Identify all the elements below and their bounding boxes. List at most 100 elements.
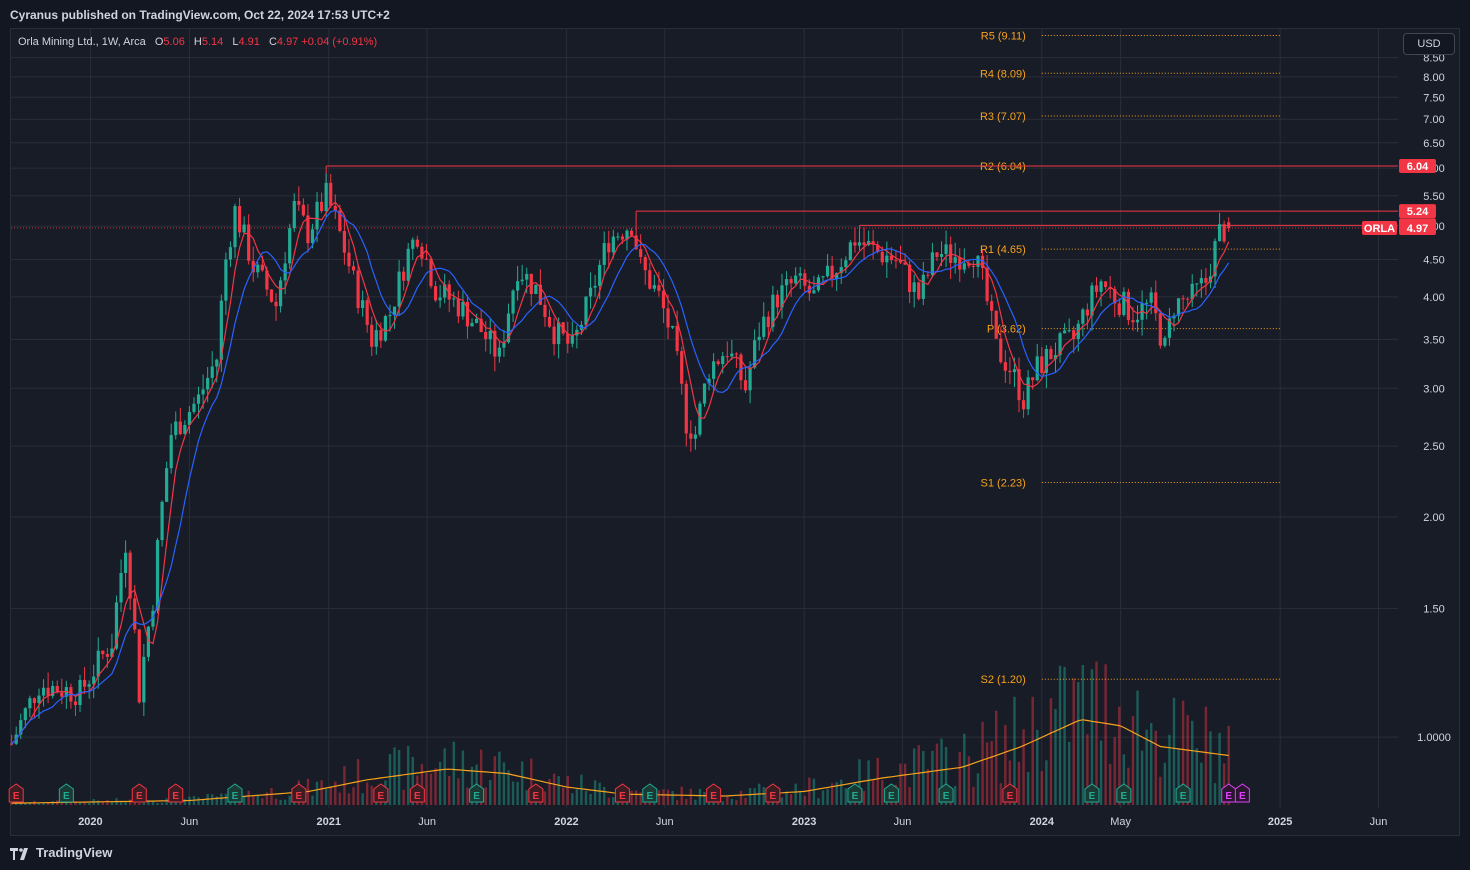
earnings-badge [291, 783, 307, 803]
volume-bar [954, 785, 957, 805]
candle-body [461, 301, 465, 317]
volume-bar [201, 799, 205, 805]
candle-body [465, 301, 470, 327]
earnings-marker[interactable]: E [409, 783, 425, 803]
volume-bar [589, 793, 592, 805]
volume-bar [922, 751, 925, 805]
close-value: 4.97 [276, 36, 299, 48]
candle-body [37, 695, 41, 704]
volume-bar [507, 770, 510, 805]
candle-body [780, 285, 784, 308]
candle-body [351, 266, 356, 271]
earnings-marker[interactable]: E [642, 783, 658, 803]
candle-body [784, 279, 789, 286]
volume-bar [311, 795, 314, 805]
earnings-marker[interactable]: E [1002, 783, 1018, 803]
pivot-label: R1 (4.65) [980, 244, 1026, 256]
earnings-marker[interactable]: E [131, 783, 147, 803]
candle-body [994, 310, 998, 339]
candle-body [196, 394, 201, 404]
volume-bar [1108, 763, 1112, 805]
earnings-marker[interactable]: E [938, 783, 954, 803]
earnings-marker[interactable]: E [706, 783, 722, 803]
volume-bar [110, 801, 114, 805]
volume-bar [365, 782, 369, 805]
volume-bar [283, 799, 287, 805]
volume-bar [944, 747, 948, 805]
candle-body [670, 325, 675, 328]
earnings-marker[interactable]: E [528, 783, 544, 803]
earnings-marker[interactable]: E [883, 783, 899, 803]
candle-body [137, 629, 141, 703]
earnings-marker[interactable]: E [469, 783, 485, 803]
volume-bar [156, 803, 159, 805]
candle-body [160, 501, 164, 541]
volume-bar [1186, 714, 1189, 805]
volume-bar [1131, 716, 1135, 805]
volume-bar [1209, 731, 1212, 805]
earnings-marker[interactable]: E [847, 783, 863, 803]
earnings-marker[interactable]: E [8, 783, 24, 803]
candle-body [420, 246, 424, 259]
volume-bar [694, 799, 697, 805]
candle-body [215, 359, 219, 367]
candle-body [889, 255, 893, 261]
earnings-marker[interactable]: E [373, 783, 389, 803]
candle-body [939, 254, 944, 257]
volume-bar [826, 789, 829, 805]
candle-body [730, 353, 734, 357]
volume-bar [871, 780, 875, 805]
candle-body [433, 286, 438, 301]
volume-bar [516, 781, 519, 805]
volume-bar [1090, 669, 1094, 805]
earnings-marker[interactable]: E [1084, 783, 1100, 803]
volume-bar [735, 800, 738, 805]
volume-bar [124, 802, 127, 805]
candle-body [383, 316, 388, 341]
earnings-marker[interactable]: E [1234, 783, 1250, 803]
high-value: 5.14 [201, 36, 224, 48]
candle-body [479, 318, 483, 333]
chart-area[interactable] [10, 28, 1460, 836]
currency-button[interactable]: USD [1403, 33, 1455, 55]
candle-body [1204, 278, 1208, 283]
volume-bar [881, 779, 884, 805]
earnings-label: E [710, 791, 717, 802]
earnings-badge [409, 783, 425, 803]
candle-body [958, 257, 962, 270]
x-tick-label: 2022 [554, 816, 578, 828]
volume-bar [78, 801, 82, 805]
earnings-marker[interactable]: E [1116, 783, 1132, 803]
volume-bar [598, 782, 601, 805]
candle-body [698, 403, 702, 435]
candle-body [908, 264, 912, 292]
tradingview-footer[interactable]: TradingView [10, 845, 112, 860]
volume-bar [1140, 750, 1144, 805]
earnings-marker[interactable]: E [765, 783, 781, 803]
volume-bar [762, 786, 765, 805]
candle-body [402, 271, 406, 281]
volume-bar [334, 781, 337, 805]
earnings-marker[interactable]: E [168, 783, 184, 803]
candle-body [1062, 330, 1067, 334]
earnings-marker[interactable]: E [614, 783, 630, 803]
volume-bar [1045, 760, 1048, 805]
earnings-marker[interactable]: E [1175, 783, 1191, 803]
volume-bar [899, 763, 902, 805]
candle-body [1085, 309, 1089, 316]
earnings-marker[interactable]: E [227, 783, 243, 803]
earnings-label: E [619, 791, 626, 802]
volume-bar [128, 799, 132, 805]
candle-body [256, 264, 260, 273]
y-tick-label: 8.50 [1423, 53, 1444, 65]
candle-body [278, 280, 283, 307]
volume-series [10, 661, 1230, 805]
volume-bar [1159, 776, 1162, 805]
volume-bar [1191, 720, 1194, 805]
earnings-marker[interactable]: E [58, 783, 74, 803]
volume-bar [361, 793, 364, 805]
candle-body [894, 260, 898, 262]
earnings-marker[interactable]: E [291, 783, 307, 803]
